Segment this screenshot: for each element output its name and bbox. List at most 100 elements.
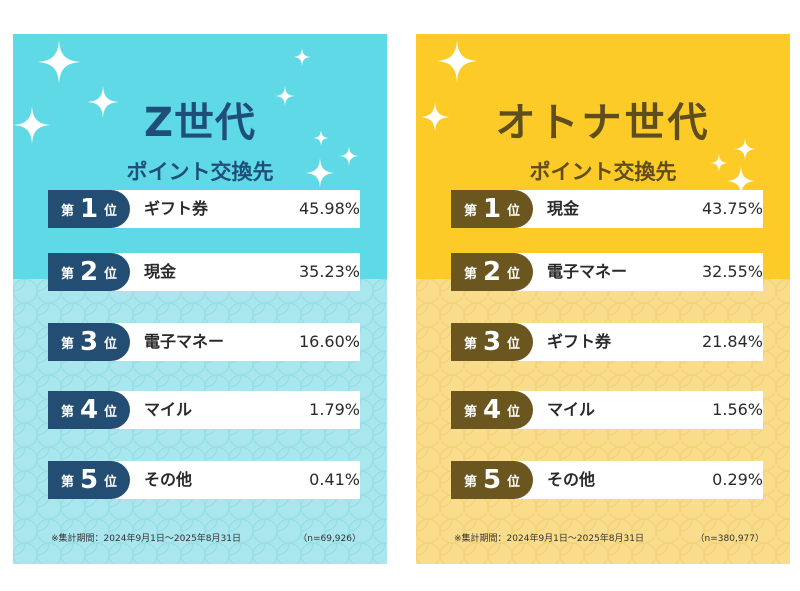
rank-row: 第 5 位 その他 0.29% — [451, 461, 763, 499]
rank-percentage: 45.98% — [298, 199, 360, 218]
rank-bar — [491, 461, 763, 499]
rank-prefix: 第 — [463, 404, 477, 420]
rank-bar — [88, 190, 360, 228]
rank-label: ギフト券 — [547, 332, 612, 351]
rank-percentage: 0.41% — [309, 470, 360, 489]
rank-percentage: 32.55% — [701, 262, 763, 281]
rank-number: 1 — [482, 194, 502, 224]
rank-number: 5 — [79, 465, 99, 495]
rank-badge: 第 3 位 — [48, 323, 130, 361]
rank-suffix: 位 — [104, 336, 118, 352]
rank-number: 3 — [482, 327, 502, 357]
rank-suffix: 位 — [507, 266, 521, 282]
rank-badge: 第 3 位 — [451, 323, 533, 361]
rank-label: マイル — [547, 400, 596, 419]
rank-suffix: 位 — [507, 404, 521, 420]
rank-label: 現金 — [144, 262, 177, 281]
rank-prefix: 第 — [60, 474, 74, 490]
rank-percentage: 35.23% — [298, 262, 360, 281]
rank-suffix: 位 — [104, 266, 118, 282]
rank-label: 現金 — [547, 199, 580, 218]
sparkle-icon — [37, 40, 81, 84]
rank-number: 2 — [482, 257, 502, 287]
sparkle-icon — [734, 138, 756, 160]
rank-suffix: 位 — [507, 203, 521, 219]
sparkle-icon — [710, 154, 728, 172]
rank-prefix: 第 — [60, 404, 74, 420]
rank-bar — [491, 391, 763, 429]
rank-prefix: 第 — [463, 266, 477, 282]
sparkle-icon — [13, 106, 51, 144]
panel-title: オトナ世代 — [495, 100, 711, 146]
rank-row: 第 3 位 ギフト券 21.84% — [451, 323, 763, 361]
survey-period-note: ※集計期間：2024年9月1日～2025年8月31日 — [51, 534, 241, 544]
rank-bar — [88, 253, 360, 291]
rank-number: 5 — [482, 465, 502, 495]
adult-generation-panel: オトナ世代 ポイント交換先 第 1 位 現金 43.75% 第 2 位 電子マネ… — [416, 34, 790, 564]
rank-number: 2 — [79, 257, 99, 287]
sparkle-icon — [420, 102, 450, 132]
rank-prefix: 第 — [463, 336, 477, 352]
rank-label: 電子マネー — [547, 262, 628, 281]
rank-badge: 第 2 位 — [48, 253, 130, 291]
rank-label: マイル — [144, 400, 193, 419]
rank-row: 第 1 位 ギフト券 45.98% — [48, 190, 360, 228]
z-generation-panel: Z世代 ポイント交換先 第 1 位 ギフト券 45.98% 第 2 位 現金 3… — [13, 34, 387, 564]
rank-number: 4 — [482, 395, 502, 425]
rank-percentage: 43.75% — [701, 199, 763, 218]
rank-badge: 第 5 位 — [48, 461, 130, 499]
survey-period-note: ※集計期間：2024年9月1日～2025年8月31日 — [454, 534, 644, 544]
rank-row: 第 5 位 その他 0.41% — [48, 461, 360, 499]
sparkle-icon — [293, 48, 311, 66]
rank-percentage: 0.29% — [712, 470, 763, 489]
rank-badge: 第 4 位 — [48, 391, 130, 429]
rank-number: 4 — [79, 395, 99, 425]
rank-percentage: 1.79% — [309, 400, 360, 419]
rank-row: 第 4 位 マイル 1.56% — [451, 391, 763, 429]
sparkle-icon — [726, 166, 756, 196]
panel-subtitle: ポイント交換先 — [529, 160, 677, 184]
sparkle-icon — [275, 86, 295, 106]
sparkle-icon — [87, 86, 119, 118]
rank-badge: 第 2 位 — [451, 253, 533, 291]
rank-badge: 第 1 位 — [48, 190, 130, 228]
rank-bar — [88, 461, 360, 499]
rank-row: 第 1 位 現金 43.75% — [451, 190, 763, 228]
sample-size: （n=69,926） — [298, 534, 361, 544]
rank-prefix: 第 — [60, 336, 74, 352]
rank-bar — [491, 323, 763, 361]
rank-label: その他 — [547, 470, 596, 489]
rank-suffix: 位 — [104, 404, 118, 420]
sample-size: （n=380,977） — [695, 534, 764, 544]
rank-label: ギフト券 — [144, 199, 209, 218]
rank-bar — [88, 323, 360, 361]
rank-percentage: 1.56% — [712, 400, 763, 419]
rank-badge: 第 4 位 — [451, 391, 533, 429]
rank-row: 第 4 位 マイル 1.79% — [48, 391, 360, 429]
rank-row: 第 2 位 現金 35.23% — [48, 253, 360, 291]
panel-subtitle: ポイント交換先 — [126, 160, 274, 184]
rank-percentage: 21.84% — [701, 332, 763, 351]
rank-prefix: 第 — [463, 474, 477, 490]
rank-prefix: 第 — [60, 203, 74, 219]
rank-label: その他 — [144, 470, 193, 489]
rank-percentage: 16.60% — [298, 332, 360, 351]
sparkle-icon — [305, 158, 335, 188]
rank-suffix: 位 — [507, 336, 521, 352]
rank-suffix: 位 — [104, 203, 118, 219]
rank-prefix: 第 — [60, 266, 74, 282]
panel-title: Z世代 — [143, 100, 256, 146]
rank-bar — [491, 253, 763, 291]
rank-label: 電子マネー — [144, 332, 225, 351]
rank-suffix: 位 — [507, 474, 521, 490]
sparkle-icon — [436, 40, 478, 82]
rank-bar — [491, 190, 763, 228]
rank-number: 1 — [79, 194, 99, 224]
rank-suffix: 位 — [104, 474, 118, 490]
rank-prefix: 第 — [463, 203, 477, 219]
sparkle-icon — [339, 146, 359, 166]
sparkle-icon — [313, 130, 329, 146]
rank-row: 第 3 位 電子マネー 16.60% — [48, 323, 360, 361]
rank-bar — [88, 391, 360, 429]
rank-badge: 第 5 位 — [451, 461, 533, 499]
